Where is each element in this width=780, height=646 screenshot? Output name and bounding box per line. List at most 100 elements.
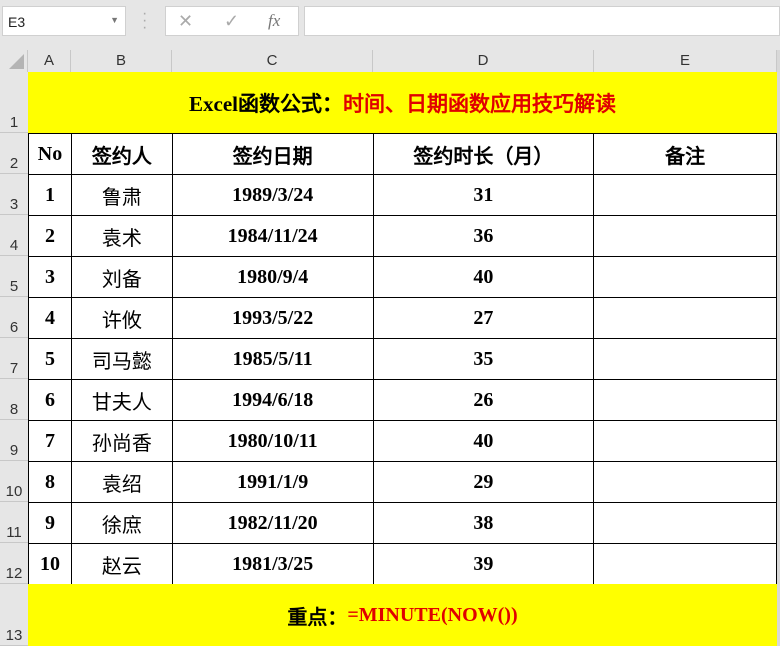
header-date[interactable]: 签约日期 [171, 133, 374, 175]
cancel-icon[interactable]: ✕ [178, 11, 194, 31]
title-label: Excel函数公式： [189, 91, 343, 116]
cell-notes[interactable] [593, 338, 777, 380]
footer-formula: =MINUTE(NOW()) [347, 603, 518, 626]
cell-notes[interactable] [593, 256, 777, 298]
row-header-12[interactable]: 12 [0, 543, 28, 584]
chevron-down-icon[interactable]: ▼ [110, 15, 119, 25]
cell-date[interactable]: 1994/6/18 [171, 379, 374, 421]
cell-no[interactable]: 4 [28, 297, 72, 339]
cell-notes[interactable] [593, 297, 777, 339]
cell-duration[interactable]: 27 [372, 297, 595, 339]
table-row: 2 袁术 1984/11/24 36 [28, 215, 777, 257]
title-text: 时间、日期函数应用技巧解读 [342, 91, 616, 116]
row-header-8[interactable]: 8 [0, 379, 28, 420]
cell-duration[interactable]: 31 [372, 174, 595, 216]
cell-signer[interactable]: 袁绍 [70, 461, 173, 503]
cell-notes[interactable] [593, 502, 777, 544]
cell-notes[interactable] [593, 461, 777, 503]
cell-duration[interactable]: 26 [372, 379, 595, 421]
row-header-1[interactable]: 1 [0, 72, 28, 133]
cell-no[interactable]: 9 [28, 502, 72, 544]
cell-date[interactable]: 1991/1/9 [171, 461, 374, 503]
column-header-b[interactable]: B [71, 50, 172, 72]
table-row: 6 甘夫人 1994/6/18 26 [28, 379, 777, 421]
row-header-7[interactable]: 7 [0, 338, 28, 379]
row-header-13[interactable]: 13 [0, 584, 28, 646]
cell-no[interactable]: 1 [28, 174, 72, 216]
enter-icon[interactable]: ✓ [224, 11, 240, 31]
cell-date[interactable]: 1985/5/11 [171, 338, 374, 380]
header-notes[interactable]: 备注 [593, 133, 777, 175]
cell-notes[interactable] [593, 379, 777, 421]
cell-duration[interactable]: 40 [372, 420, 595, 462]
cell-duration[interactable]: 39 [372, 543, 595, 585]
cell-date[interactable]: 1981/3/25 [171, 543, 374, 585]
cell-date[interactable]: 1980/10/11 [171, 420, 374, 462]
table-row: 8 袁绍 1991/1/9 29 [28, 461, 777, 503]
column-header-e[interactable]: E [594, 50, 777, 72]
column-header-c[interactable]: C [172, 50, 373, 72]
cell-notes[interactable] [593, 215, 777, 257]
column-header-d[interactable]: D [373, 50, 594, 72]
cell-no[interactable]: 6 [28, 379, 72, 421]
cell-no[interactable]: 7 [28, 420, 72, 462]
cell-no[interactable]: 5 [28, 338, 72, 380]
row-header-9[interactable]: 9 [0, 420, 28, 461]
column-header-a[interactable]: A [28, 50, 71, 72]
name-box[interactable]: E3 ▼ [2, 6, 126, 36]
row-header-6[interactable]: 6 [0, 297, 28, 338]
cell-date[interactable]: 1982/11/20 [171, 502, 374, 544]
cell-duration[interactable]: 40 [372, 256, 595, 298]
row-header-5[interactable]: 5 [0, 256, 28, 297]
cell-date[interactable]: 1984/11/24 [171, 215, 374, 257]
cell-notes[interactable] [593, 174, 777, 216]
row-header-2[interactable]: 2 [0, 133, 28, 174]
cell-no[interactable]: 10 [28, 543, 72, 585]
table-row: 10 赵云 1981/3/25 39 [28, 543, 777, 585]
formula-input[interactable] [304, 6, 780, 36]
cell-date[interactable]: 1980/9/4 [171, 256, 374, 298]
table-row: 1 鲁肃 1989/3/24 31 [28, 174, 777, 216]
cell-no[interactable]: 8 [28, 461, 72, 503]
formula-buttons: ✕ ✓ fx [165, 6, 299, 36]
row-header-11[interactable]: 11 [0, 502, 28, 543]
header-signer[interactable]: 签约人 [70, 133, 173, 175]
cell-signer[interactable]: 许攸 [70, 297, 173, 339]
header-row: No 签约人 签约日期 签约时长（月） 备注 [28, 133, 777, 175]
row-header-4[interactable]: 4 [0, 215, 28, 256]
drag-handle-icon[interactable]: · · · [142, 5, 148, 36]
cell-date[interactable]: 1993/5/22 [171, 297, 374, 339]
cell-signer[interactable]: 甘夫人 [70, 379, 173, 421]
cell-notes[interactable] [593, 420, 777, 462]
cell-duration[interactable]: 38 [372, 502, 595, 544]
cell-duration[interactable]: 29 [372, 461, 595, 503]
table-row: 5 司马懿 1985/5/11 35 [28, 338, 777, 380]
cell-date[interactable]: 1989/3/24 [171, 174, 374, 216]
table-row: 3 刘备 1980/9/4 40 [28, 256, 777, 298]
table-row: 9 徐庶 1982/11/20 38 [28, 502, 777, 544]
vertical-scrollbar[interactable] [777, 50, 780, 646]
cell-no[interactable]: 2 [28, 215, 72, 257]
footer-banner[interactable]: 重点： =MINUTE(NOW()) [28, 584, 777, 646]
cell-signer[interactable]: 鲁肃 [70, 174, 173, 216]
function-icon[interactable]: fx [268, 11, 281, 30]
cell-signer[interactable]: 赵云 [70, 543, 173, 585]
cell-duration[interactable]: 35 [372, 338, 595, 380]
cell-signer[interactable]: 孙尚香 [70, 420, 173, 462]
select-all-button[interactable] [0, 50, 28, 72]
cell-notes[interactable] [593, 543, 777, 585]
title-banner[interactable]: Excel函数公式： 时间、日期函数应用技巧解读 [28, 72, 777, 133]
header-no[interactable]: No [28, 133, 72, 175]
cell-signer[interactable]: 刘备 [70, 256, 173, 298]
header-duration[interactable]: 签约时长（月） [372, 133, 595, 175]
cell-signer[interactable]: 袁术 [70, 215, 173, 257]
row-header-10[interactable]: 10 [0, 461, 28, 502]
data-table: No 签约人 签约日期 签约时长（月） 备注 1 鲁肃 1989/3/24 31 2 袁术… [28, 133, 777, 585]
row-header-3[interactable]: 3 [0, 174, 28, 215]
table-row: 4 许攸 1993/5/22 27 [28, 297, 777, 339]
cell-signer[interactable]: 徐庶 [70, 502, 173, 544]
worksheet[interactable]: Excel函数公式： 时间、日期函数应用技巧解读 No 签约人 签约日期 签约时长… [28, 72, 777, 646]
cell-signer[interactable]: 司马懿 [70, 338, 173, 380]
cell-duration[interactable]: 36 [372, 215, 595, 257]
cell-no[interactable]: 3 [28, 256, 72, 298]
